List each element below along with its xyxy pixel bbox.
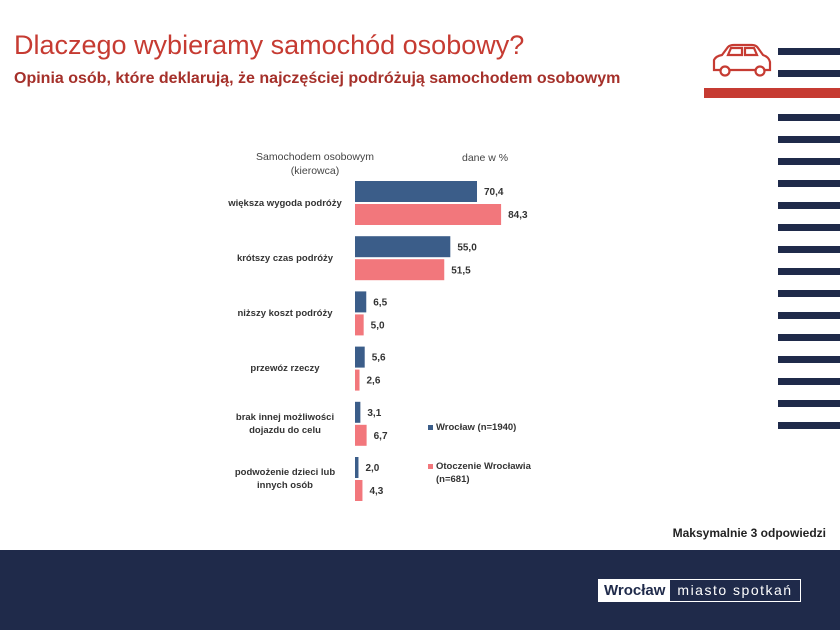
- category-label: podwożenie dzieci lub innych osób: [234, 467, 336, 491]
- stripe: [778, 136, 840, 143]
- value-label: 4,3: [369, 486, 383, 497]
- bar: [355, 369, 360, 391]
- stripe: [778, 158, 840, 165]
- category-label: niższy koszt podróży: [237, 307, 333, 319]
- category-label: przewóz rzeczy: [250, 363, 320, 375]
- value-label: 6,7: [374, 431, 388, 442]
- stripe: [778, 290, 840, 297]
- legend-swatch: [428, 425, 433, 430]
- stripe: [778, 180, 840, 187]
- bar: [355, 424, 367, 446]
- bar: [355, 181, 478, 202]
- value-label: 6,5: [373, 298, 387, 309]
- category-label: brak innej możliwości dojazdu do celu: [235, 411, 335, 436]
- stripe: [778, 268, 840, 275]
- bar: [355, 346, 365, 368]
- axis-caption: Samochodem osobowym (kierowca): [256, 151, 374, 177]
- subtitle: Opinia osób, które deklarują, że najczęś…: [14, 70, 621, 87]
- category-label: krótszy czas podróży: [236, 252, 334, 264]
- note: Maksymalnie 3 odpowiedzi: [672, 526, 826, 540]
- stripe: [778, 70, 840, 77]
- value-label: 70,4: [484, 187, 504, 198]
- unit-note: dane w %: [462, 152, 509, 164]
- value-label: 2,6: [367, 376, 381, 387]
- bar: [355, 204, 502, 225]
- bar: [355, 480, 363, 501]
- value-label: 5,0: [371, 321, 385, 332]
- value-label: 3,1: [367, 408, 381, 419]
- stripe: [778, 224, 840, 231]
- category-label: większa wygoda podróży: [228, 197, 342, 209]
- stripe: [778, 246, 840, 253]
- bar: [355, 457, 359, 478]
- stripes: [778, 48, 840, 429]
- bar: [355, 236, 451, 258]
- footer-band: [0, 550, 840, 630]
- value-label: 51,5: [451, 265, 471, 276]
- accent-bar: [704, 88, 840, 98]
- value-label: 5,6: [372, 353, 386, 364]
- logo-tagline: miasto spotkań: [677, 582, 793, 598]
- legend-label: Otoczenie Wrocławia (n=681): [436, 461, 531, 485]
- bar: [355, 314, 364, 336]
- stripe: [778, 48, 840, 55]
- legend-label: Wrocław (n=1940): [436, 422, 517, 433]
- value-label: 84,3: [508, 210, 528, 221]
- stripe: [778, 312, 840, 319]
- bar: [355, 291, 367, 313]
- legend-swatch: [428, 464, 433, 469]
- stripe: [778, 356, 840, 363]
- title: Dlaczego wybieramy samochód osobowy?: [14, 30, 525, 60]
- stripe: [778, 378, 840, 385]
- stripe: [778, 114, 840, 121]
- stripe: [778, 400, 840, 407]
- stripe: [778, 202, 840, 209]
- bar: [355, 259, 445, 281]
- value-label: 2,0: [365, 463, 379, 474]
- logo: Wrocław miasto spotkań: [598, 579, 801, 602]
- stripe: [778, 334, 840, 341]
- logo-city: Wrocław: [599, 580, 671, 601]
- car-icon: [712, 43, 772, 77]
- bar: [355, 401, 361, 423]
- value-label: 55,0: [457, 242, 477, 253]
- stripe: [778, 422, 840, 429]
